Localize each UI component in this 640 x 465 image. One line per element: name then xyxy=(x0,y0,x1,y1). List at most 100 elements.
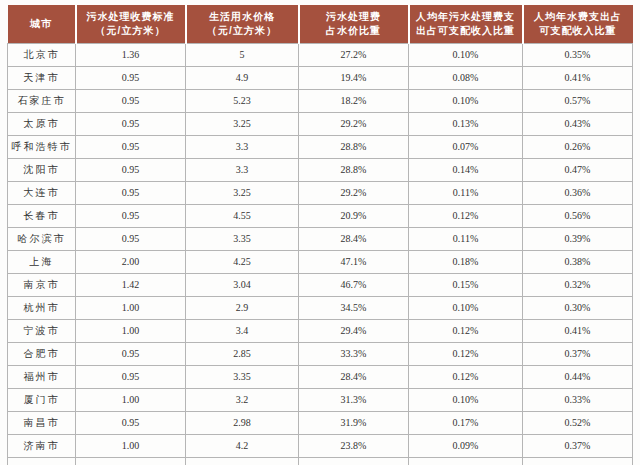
table-row: 大连市 0.95 3.25 29.2% 0.11% 0.36% xyxy=(8,182,633,205)
table-row: 天津市 0.95 4.9 19.4% 0.08% 0.41% xyxy=(8,67,633,90)
fee-standard-cell: 0.95 xyxy=(76,366,186,389)
fee-standard-cell: 0.95 xyxy=(76,205,186,228)
table-row: 济南市 1.00 4.2 23.8% 0.09% 0.37% xyxy=(8,435,633,458)
table-row: 杭州市 1.00 2.9 34.5% 0.10% 0.30% xyxy=(8,297,633,320)
fee-ratio-cell: 29.4% xyxy=(299,320,409,343)
city-cell: 杭州市 xyxy=(8,297,76,320)
water-income-ratio-cell: 0.36% xyxy=(523,182,633,205)
city-cell: 呼和浩特市 xyxy=(8,136,76,159)
table-row: 哈尔滨市 0.95 3.35 28.4% 0.11% 0.39% xyxy=(8,228,633,251)
fee-income-ratio-cell: 0.18% xyxy=(409,251,523,274)
water-income-ratio-cell: 0.32% xyxy=(523,274,633,297)
table-body: 北京市 1.36 5 27.2% 0.10% 0.35% 天津市 0.95 4.… xyxy=(8,44,633,465)
water-income-ratio-cell: 0.37% xyxy=(523,343,633,366)
city-water-fee-table: 城市 污水处理收费标准 （元/立方米） 生活用水价格 （元/立方米） 污水处理费… xyxy=(7,5,633,465)
fee-ratio-cell: 19.4% xyxy=(299,67,409,90)
fee-standard-cell xyxy=(76,458,186,465)
city-cell: 南京市 xyxy=(8,274,76,297)
water-income-ratio-cell: 0.38% xyxy=(523,251,633,274)
col-header-fee-ratio: 污水处理费 占水价比重 xyxy=(299,5,409,44)
fee-income-ratio-cell: 0.12% xyxy=(409,343,523,366)
city-cell: 太原市 xyxy=(8,113,76,136)
col-header-water-price: 生活用水价格 （元/立方米） xyxy=(186,5,299,44)
fee-income-ratio-cell: 0.14% xyxy=(409,159,523,182)
water-price-cell: 3.04 xyxy=(186,274,299,297)
water-income-ratio-cell: 0.47% xyxy=(523,159,633,182)
water-price-cell: 3.4 xyxy=(186,320,299,343)
fee-income-ratio-cell: 0.13% xyxy=(409,113,523,136)
city-cell: 天津市 xyxy=(8,67,76,90)
fee-income-ratio-cell: 0.15% xyxy=(409,274,523,297)
fee-ratio-cell: 29.2% xyxy=(299,182,409,205)
fee-standard-cell: 2.00 xyxy=(76,251,186,274)
water-income-ratio-cell: 0.41% xyxy=(523,320,633,343)
water-price-cell: 4.2 xyxy=(186,435,299,458)
city-cell: 哈尔滨市 xyxy=(8,228,76,251)
city-cell: 长春市 xyxy=(8,205,76,228)
table-row: 北京市 1.36 5 27.2% 0.10% 0.35% xyxy=(8,44,633,67)
city-cell: 济南市 xyxy=(8,435,76,458)
table-row: 上海 2.00 4.25 47.1% 0.18% 0.38% xyxy=(8,251,633,274)
water-price-cell: 4.25 xyxy=(186,251,299,274)
fee-income-ratio-cell: 0.12% xyxy=(409,205,523,228)
city-cell: 北京市 xyxy=(8,44,76,67)
water-price-cell xyxy=(186,458,299,465)
fee-ratio-cell: 20.9% xyxy=(299,205,409,228)
water-income-ratio-cell: 0.41% xyxy=(523,67,633,90)
water-income-ratio-cell: 0.56% xyxy=(523,205,633,228)
city-cell: 合肥市 xyxy=(8,343,76,366)
water-price-cell: 4.9 xyxy=(186,67,299,90)
fee-ratio-cell: 27.2% xyxy=(299,44,409,67)
city-cell: 宁波市 xyxy=(8,320,76,343)
water-price-cell: 3.35 xyxy=(186,366,299,389)
water-price-cell: 5.23 xyxy=(186,90,299,113)
table-row: 福州市 0.95 3.35 28.4% 0.12% 0.44% xyxy=(8,366,633,389)
fee-ratio-cell xyxy=(299,458,409,465)
fee-income-ratio-cell: 0.10% xyxy=(409,297,523,320)
water-price-cell: 4.55 xyxy=(186,205,299,228)
col-header-water-income-ratio: 人均年水费支出占 可支配收入比重 xyxy=(523,5,633,44)
water-income-ratio-cell: 0.37% xyxy=(523,435,633,458)
fee-ratio-cell: 31.9% xyxy=(299,412,409,435)
water-income-ratio-cell: 0.43% xyxy=(523,113,633,136)
fee-income-ratio-cell: 0.12% xyxy=(409,366,523,389)
city-cell: 石家庄市 xyxy=(8,90,76,113)
table-header: 城市 污水处理收费标准 （元/立方米） 生活用水价格 （元/立方米） 污水处理费… xyxy=(8,5,633,44)
fee-standard-cell: 1.00 xyxy=(76,320,186,343)
fee-ratio-cell: 28.4% xyxy=(299,366,409,389)
city-cell: 厦门市 xyxy=(8,389,76,412)
fee-income-ratio-cell: 0.11% xyxy=(409,182,523,205)
fee-ratio-cell: 33.3% xyxy=(299,343,409,366)
fee-standard-cell: 0.95 xyxy=(76,136,186,159)
fee-income-ratio-cell: 0.10% xyxy=(409,90,523,113)
fee-standard-cell: 1.00 xyxy=(76,297,186,320)
fee-ratio-cell: 46.7% xyxy=(299,274,409,297)
water-income-ratio-cell: 0.35% xyxy=(523,44,633,67)
fee-income-ratio-cell: 0.12% xyxy=(409,320,523,343)
table-row: 南昌市 0.95 2.98 31.9% 0.17% 0.52% xyxy=(8,412,633,435)
header-row: 城市 污水处理收费标准 （元/立方米） 生活用水价格 （元/立方米） 污水处理费… xyxy=(8,5,633,44)
fee-standard-cell: 0.95 xyxy=(76,228,186,251)
table-row: 合肥市 0.95 2.85 33.3% 0.12% 0.37% xyxy=(8,343,633,366)
water-income-ratio-cell: 0.44% xyxy=(523,366,633,389)
water-price-cell: 3.25 xyxy=(186,113,299,136)
city-cell: 福州市 xyxy=(8,366,76,389)
scanned-document-page: 城市 污水处理收费标准 （元/立方米） 生活用水价格 （元/立方米） 污水处理费… xyxy=(0,0,640,465)
fee-standard-cell: 0.95 xyxy=(76,343,186,366)
table-row: 宁波市 1.00 3.4 29.4% 0.12% 0.41% xyxy=(8,320,633,343)
fee-ratio-cell: 28.8% xyxy=(299,136,409,159)
water-price-cell: 3.3 xyxy=(186,136,299,159)
fee-income-ratio-cell: 0.17% xyxy=(409,412,523,435)
fee-income-ratio-cell: 0.08% xyxy=(409,67,523,90)
fee-ratio-cell: 28.8% xyxy=(299,159,409,182)
fee-income-ratio-cell: 0.11% xyxy=(409,228,523,251)
fee-ratio-cell: 28.4% xyxy=(299,228,409,251)
fee-standard-cell: 0.95 xyxy=(76,412,186,435)
fee-income-ratio-cell xyxy=(409,458,523,465)
table-row: 长春市 0.95 4.55 20.9% 0.12% 0.56% xyxy=(8,205,633,228)
fee-standard-cell: 0.95 xyxy=(76,182,186,205)
fee-ratio-cell: 23.8% xyxy=(299,435,409,458)
water-price-cell: 3.35 xyxy=(186,228,299,251)
city-cell: 沈阳市 xyxy=(8,159,76,182)
table-row: 石家庄市 0.95 5.23 18.2% 0.10% 0.57% xyxy=(8,90,633,113)
